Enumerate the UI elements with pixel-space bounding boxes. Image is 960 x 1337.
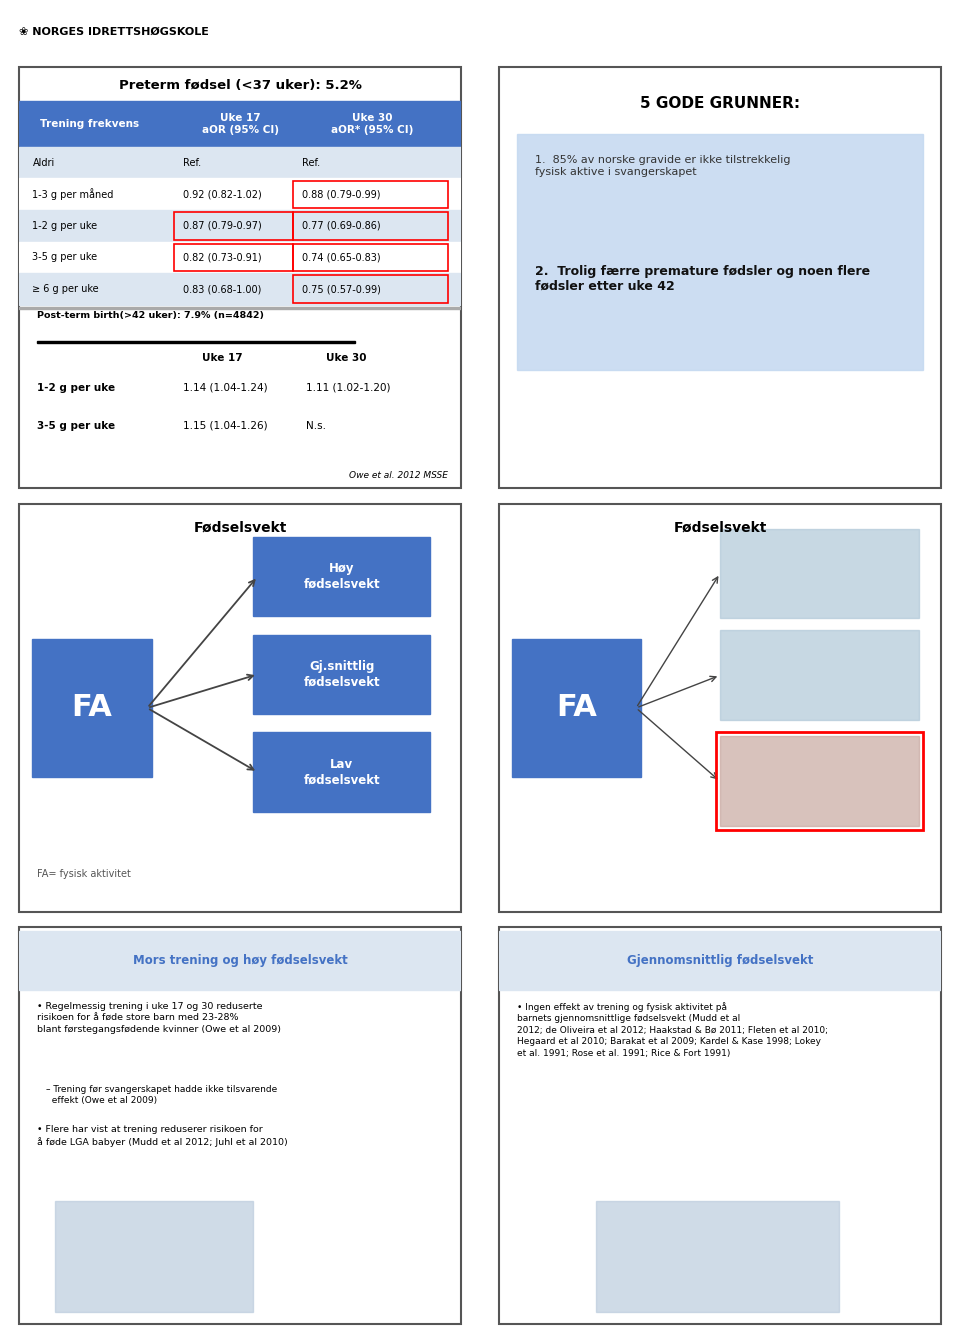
- Text: FA: FA: [556, 694, 597, 722]
- Text: 1-3 g per måned: 1-3 g per måned: [33, 189, 114, 201]
- Text: Ref.: Ref.: [182, 158, 201, 167]
- Bar: [499, 931, 941, 991]
- Bar: [293, 243, 447, 271]
- Bar: [19, 147, 461, 178]
- Bar: [596, 1201, 839, 1312]
- Text: Owe et al. 2012 MSSE: Owe et al. 2012 MSSE: [348, 471, 447, 480]
- Text: – Trening før svangerskapet hadde ikke tilsvarende
  effekt (Owe et al 2009): – Trening før svangerskapet hadde ikke t…: [46, 1086, 276, 1106]
- Text: Uke 30
aOR* (95% CI): Uke 30 aOR* (95% CI): [331, 112, 414, 135]
- Bar: [19, 178, 461, 210]
- Bar: [720, 631, 919, 721]
- Bar: [19, 242, 461, 273]
- Text: 1-2 g per uke: 1-2 g per uke: [33, 221, 98, 231]
- Text: Uke 17
aOR (95% CI): Uke 17 aOR (95% CI): [202, 112, 278, 135]
- Text: 0.83 (0.68-1.00): 0.83 (0.68-1.00): [182, 283, 261, 294]
- FancyBboxPatch shape: [19, 927, 461, 1324]
- Text: 0.82 (0.73-0.91): 0.82 (0.73-0.91): [182, 253, 261, 262]
- Text: 0.75 (0.57-0.99): 0.75 (0.57-0.99): [301, 283, 381, 294]
- FancyBboxPatch shape: [499, 67, 941, 488]
- Text: Fødselsvekt: Fødselsvekt: [193, 520, 287, 535]
- Text: Fødselsvekt: Fødselsvekt: [673, 520, 767, 535]
- FancyBboxPatch shape: [33, 639, 152, 777]
- Text: 5 GODE GRUNNER:: 5 GODE GRUNNER:: [640, 96, 800, 111]
- FancyBboxPatch shape: [499, 504, 941, 912]
- FancyBboxPatch shape: [253, 733, 430, 812]
- Text: 0.77 (0.69-0.86): 0.77 (0.69-0.86): [301, 221, 380, 231]
- Text: Uke 17: Uke 17: [202, 353, 243, 364]
- FancyBboxPatch shape: [513, 639, 640, 777]
- Text: 0.92 (0.82-1.02): 0.92 (0.82-1.02): [182, 190, 261, 199]
- FancyBboxPatch shape: [499, 927, 941, 1324]
- Text: FA= fysisk aktivitet: FA= fysisk aktivitet: [36, 869, 131, 880]
- Bar: [19, 273, 461, 305]
- Text: • Regelmessig trening i uke 17 og 30 reduserte
risikoen for å føde store barn me: • Regelmessig trening i uke 17 og 30 red…: [36, 1001, 281, 1034]
- FancyBboxPatch shape: [253, 536, 430, 616]
- Text: 0.74 (0.65-0.83): 0.74 (0.65-0.83): [301, 253, 380, 262]
- Bar: [293, 275, 447, 302]
- Text: Høy
fødselsvekt: Høy fødselsvekt: [303, 562, 380, 591]
- Text: Uke 30: Uke 30: [325, 353, 366, 364]
- Text: • Ingen effekt av trening og fysisk aktivitet på
barnets gjennomsnittlige fødsel: • Ingen effekt av trening og fysisk akti…: [516, 1001, 828, 1058]
- Text: 1.  85% av norske gravide er ikke tilstrekkelig
fysisk aktive i svangerskapet: 1. 85% av norske gravide er ikke tilstre…: [535, 155, 790, 176]
- Bar: [55, 1201, 253, 1312]
- Bar: [293, 180, 447, 209]
- Text: 3-5 g per uke: 3-5 g per uke: [33, 253, 98, 262]
- Bar: [720, 737, 919, 826]
- FancyBboxPatch shape: [19, 67, 461, 488]
- Text: Trening frekvens: Trening frekvens: [40, 119, 139, 128]
- Bar: [715, 733, 924, 830]
- Bar: [19, 100, 461, 147]
- Bar: [19, 210, 461, 242]
- Text: ❀ NORGES IDRETTSHØGSKOLE: ❀ NORGES IDRETTSHØGSKOLE: [19, 27, 209, 37]
- Bar: [19, 308, 461, 309]
- FancyBboxPatch shape: [19, 504, 461, 912]
- Text: FA: FA: [72, 694, 112, 722]
- Text: Gjennomsnittlig fødselsvekt: Gjennomsnittlig fødselsvekt: [627, 953, 813, 967]
- Text: Aldri: Aldri: [33, 158, 55, 167]
- Text: 0.87 (0.79-0.97): 0.87 (0.79-0.97): [182, 221, 261, 231]
- Bar: [174, 243, 293, 271]
- Bar: [174, 213, 293, 239]
- Text: 3-5 g per uke: 3-5 g per uke: [36, 421, 115, 431]
- Text: Gj.snittlig
fødselsvekt: Gj.snittlig fødselsvekt: [303, 659, 380, 689]
- Text: 2.  Trolig færre premature fødsler og noen flere
fødsler etter uke 42: 2. Trolig færre premature fødsler og noe…: [535, 265, 870, 293]
- Text: Ref.: Ref.: [301, 158, 320, 167]
- Text: Mors trening og høy fødselsvekt: Mors trening og høy fødselsvekt: [132, 953, 348, 967]
- Text: Preterm fødsel (<37 uker): 5.2%: Preterm fødsel (<37 uker): 5.2%: [119, 79, 361, 92]
- Text: 0.88 (0.79-0.99): 0.88 (0.79-0.99): [301, 190, 380, 199]
- Bar: [19, 931, 461, 991]
- Bar: [720, 528, 919, 618]
- Text: • Flere har vist at trening reduserer risikoen for
å føde LGA babyer (Mudd et al: • Flere har vist at trening reduserer ri…: [36, 1126, 288, 1147]
- FancyBboxPatch shape: [253, 635, 430, 714]
- Text: ≥ 6 g per uke: ≥ 6 g per uke: [33, 283, 99, 294]
- Text: 1.11 (1.02-1.20): 1.11 (1.02-1.20): [306, 382, 391, 393]
- Text: N.s.: N.s.: [306, 421, 326, 431]
- Bar: [293, 213, 447, 239]
- Text: Post-term birth(>42 uker): 7.9% (n=4842): Post-term birth(>42 uker): 7.9% (n=4842): [36, 312, 264, 320]
- Bar: [516, 134, 924, 370]
- Text: 1-2 g per uke: 1-2 g per uke: [36, 382, 115, 393]
- Text: 1.14 (1.04-1.24): 1.14 (1.04-1.24): [182, 382, 267, 393]
- Text: 1.15 (1.04-1.26): 1.15 (1.04-1.26): [182, 421, 267, 431]
- Text: Lav
fødselsvekt: Lav fødselsvekt: [303, 758, 380, 786]
